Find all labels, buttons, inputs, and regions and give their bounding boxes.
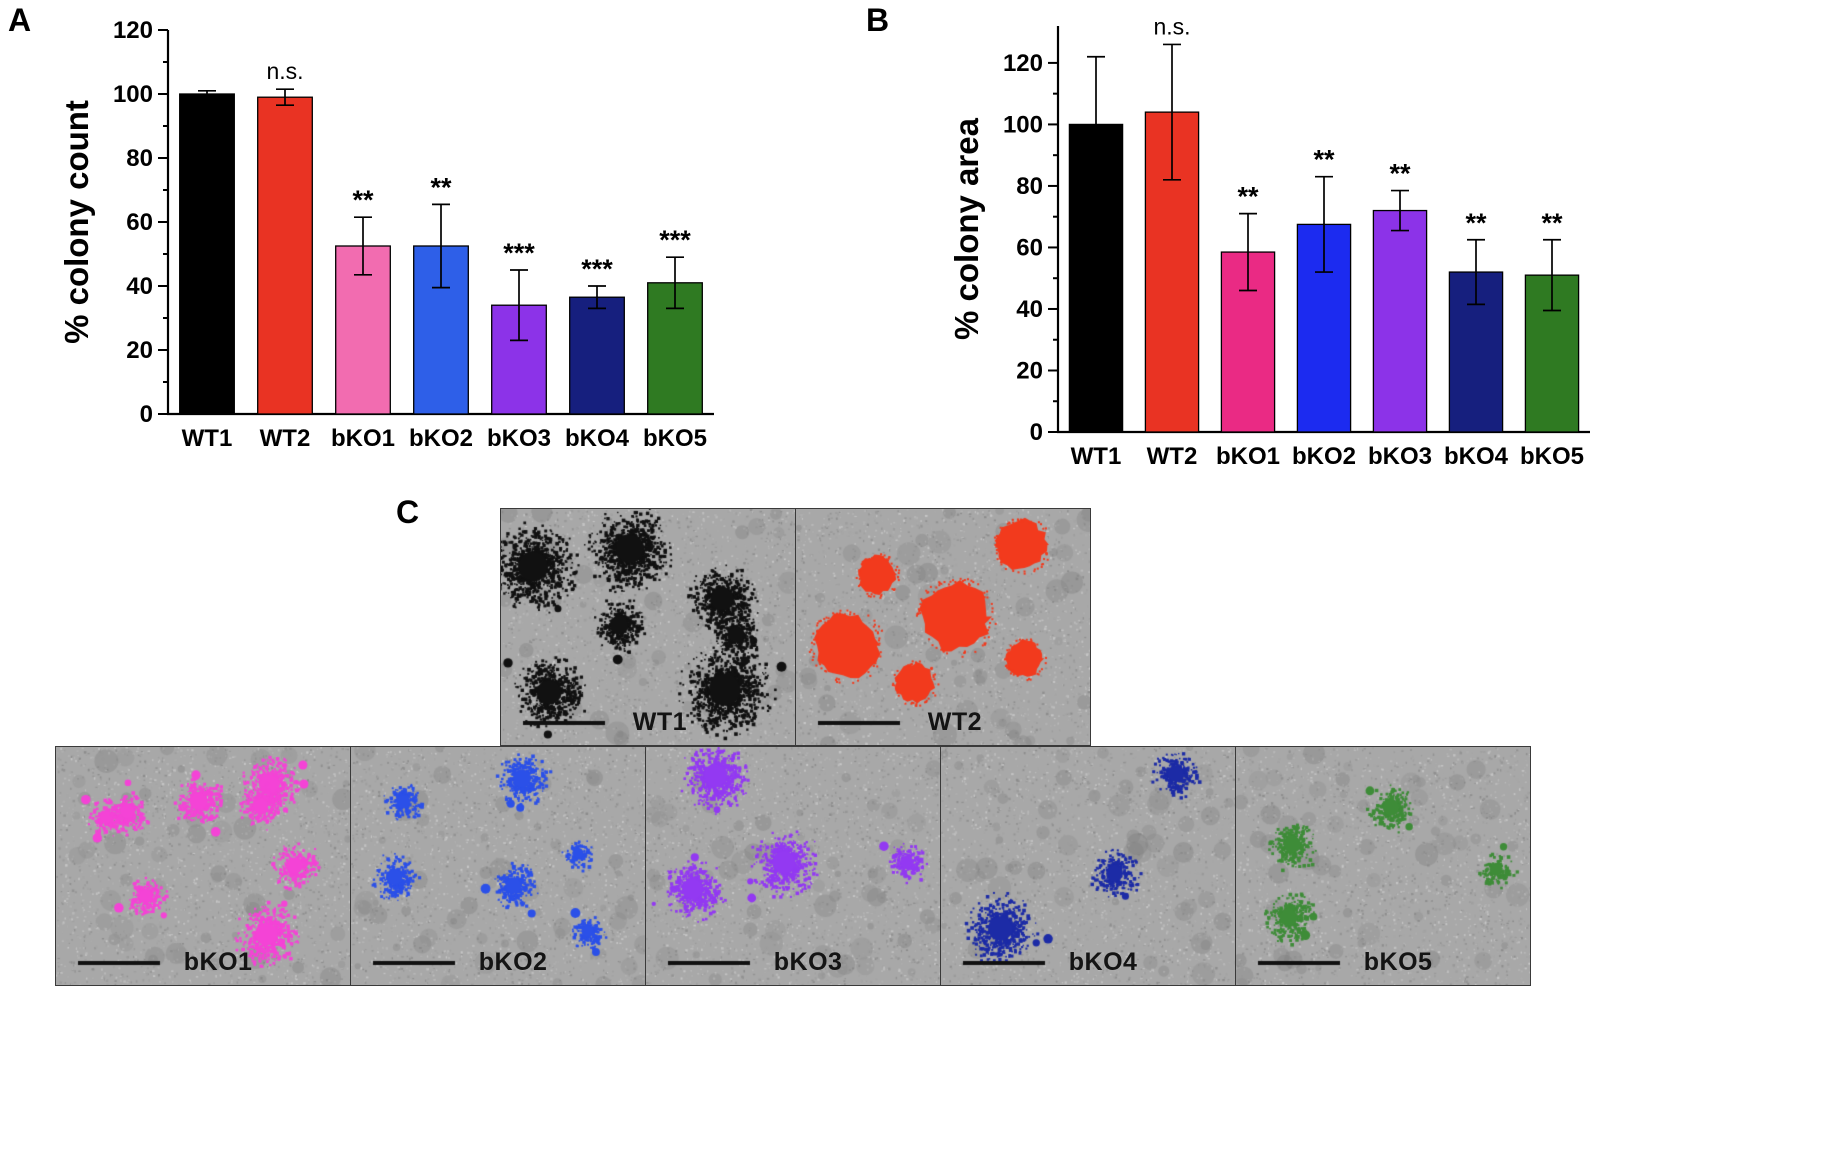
- y-axis-label: % colony area: [948, 117, 985, 340]
- micrograph-label-bko1: bKO1: [183, 948, 253, 976]
- micrograph-label-bko3: bKO3: [773, 948, 843, 976]
- y-tick-label: 120: [113, 17, 153, 44]
- significance-annotation: ***: [581, 254, 613, 284]
- y-tick-label: 60: [1016, 234, 1043, 261]
- micrograph-bko5: bKO5: [1235, 746, 1531, 986]
- category-label-bko3: bKO3: [1368, 443, 1432, 470]
- micrograph-bko2: bKO2: [350, 746, 646, 986]
- y-tick-label: 120: [1003, 50, 1043, 77]
- micrograph-bko4: bKO4: [940, 746, 1236, 986]
- micrograph-label-bko2: bKO2: [478, 948, 548, 976]
- micrograph-row-bottom: bKO1 bKO2 bKO3 bKO4 bKO5: [55, 746, 1531, 986]
- colony-count-chart-svg: 0 20 40 60 80 100 120 % colony count WT1 n.s. WT2 *…: [58, 17, 714, 452]
- y-axis-label: % colony count: [58, 100, 95, 344]
- category-label-bko5: bKO5: [643, 425, 707, 452]
- significance-annotation: **: [430, 172, 452, 202]
- significance-annotation: **: [1465, 208, 1487, 238]
- bar-bko1: [335, 245, 391, 415]
- y-tick-label: 100: [113, 81, 153, 108]
- colony-area-chart: 0 20 40 60 80 100 120 % colony area WT1 n.s. WT2 **…: [938, 0, 1600, 499]
- micrograph-bko1: bKO1: [55, 746, 351, 986]
- micrograph-label-bko5: bKO5: [1363, 948, 1433, 976]
- y-tick-label: 60: [126, 209, 153, 236]
- y-tick-label: 80: [126, 145, 153, 172]
- micrograph-wt2: WT2: [795, 508, 1091, 746]
- y-tick-label: 0: [140, 401, 153, 428]
- significance-annotation: ***: [503, 238, 535, 268]
- category-label-bko1: bKO1: [1216, 443, 1280, 470]
- significance-annotation: **: [1389, 159, 1411, 189]
- category-label-bko2: bKO2: [1292, 443, 1356, 470]
- bar-wt1: [179, 93, 235, 415]
- significance-annotation: n.s.: [266, 58, 303, 84]
- y-tick-label: 100: [1003, 111, 1043, 138]
- panel-c-label: C: [396, 494, 420, 530]
- panel-b-label: B: [866, 2, 890, 38]
- bar-bko4: [569, 296, 625, 415]
- y-tick-label: 20: [1016, 357, 1043, 384]
- bar-bko3: [1372, 209, 1428, 433]
- y-tick-label: 40: [1016, 296, 1043, 323]
- y-tick-label: 80: [1016, 173, 1043, 200]
- category-label-wt1: WT1: [182, 425, 233, 452]
- micrograph-label-wt1: WT1: [632, 708, 688, 736]
- micrograph-image-bko4: [941, 747, 1235, 985]
- category-label-bko1: bKO1: [331, 425, 395, 452]
- micrograph-image-bko1: [56, 747, 350, 985]
- category-label-bko2: bKO2: [409, 425, 473, 452]
- micrograph-bko3: bKO3: [645, 746, 941, 986]
- y-tick-label: 0: [1030, 419, 1043, 446]
- micrograph-image-wt2: [796, 509, 1090, 745]
- colony-area-chart-svg: 0 20 40 60 80 100 120 % colony area WT1 n.s. WT2 **…: [948, 13, 1590, 470]
- category-label-wt2: WT2: [1147, 443, 1198, 470]
- significance-annotation: **: [1237, 182, 1259, 212]
- micrograph-image-bko2: [351, 747, 645, 985]
- bar-wt2: [257, 96, 313, 415]
- category-label-wt1: WT1: [1071, 443, 1122, 470]
- significance-annotation: **: [1313, 145, 1335, 175]
- micrograph-row-top: WT1 WT2: [500, 508, 1091, 746]
- micrograph-image-bko5: [1236, 747, 1530, 985]
- micrograph-image-bko3: [646, 747, 940, 985]
- y-tick-label: 40: [126, 273, 153, 300]
- panel-a-label: A: [8, 2, 32, 38]
- micrograph-wt1: WT1: [500, 508, 796, 746]
- significance-annotation: **: [1541, 208, 1563, 238]
- significance-annotation: n.s.: [1153, 13, 1190, 39]
- micrograph-image-wt1: [501, 509, 795, 745]
- category-label-bko4: bKO4: [565, 425, 630, 452]
- category-label-bko3: bKO3: [487, 425, 551, 452]
- category-label-wt2: WT2: [260, 425, 311, 452]
- category-label-bko5: bKO5: [1520, 443, 1584, 470]
- significance-annotation: **: [352, 185, 374, 215]
- y-tick-label: 20: [126, 337, 153, 364]
- colony-count-chart: 0 20 40 60 80 100 120 % colony count WT1 n.s. WT2 *…: [48, 0, 726, 479]
- micrograph-label-bko4: bKO4: [1068, 948, 1138, 976]
- category-label-bko4: bKO4: [1444, 443, 1509, 470]
- significance-annotation: ***: [659, 225, 691, 255]
- micrograph-label-wt2: WT2: [927, 708, 983, 736]
